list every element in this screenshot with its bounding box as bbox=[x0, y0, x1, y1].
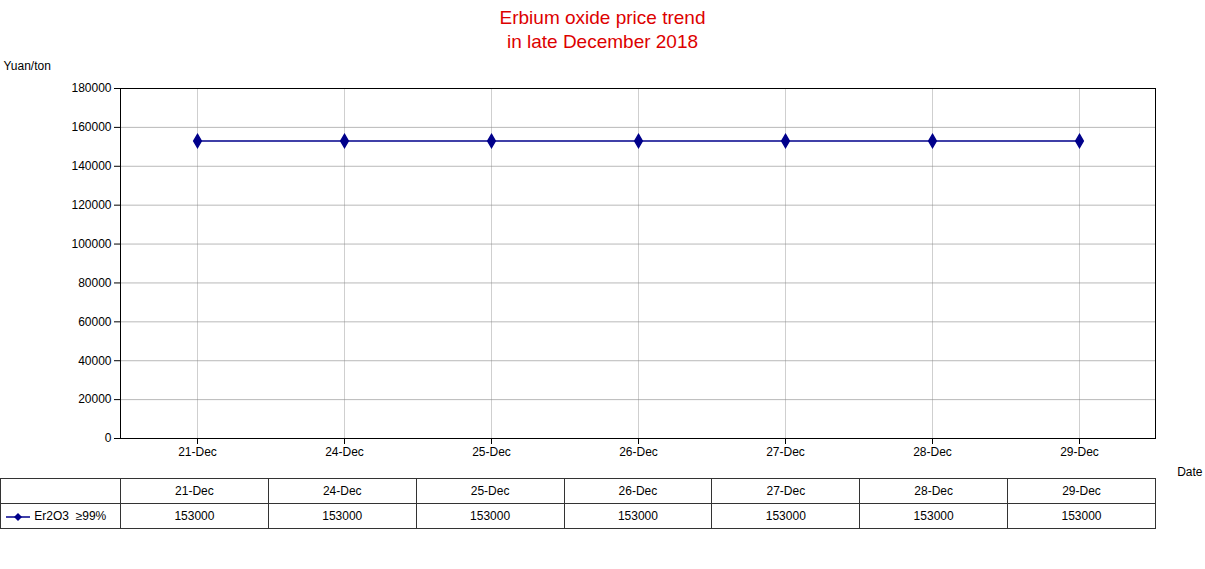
svg-text:180000: 180000 bbox=[71, 81, 111, 95]
svg-text:20000: 20000 bbox=[78, 392, 112, 406]
html-text:153000: 153000 bbox=[322, 509, 363, 523]
html-text:153000: 153000 bbox=[470, 509, 511, 523]
svg-text:140000: 140000 bbox=[71, 159, 111, 173]
svg-text:25-Dec: 25-Dec bbox=[472, 445, 511, 459]
html-text:153000: 153000 bbox=[174, 509, 215, 523]
svg-text:40000: 40000 bbox=[78, 354, 112, 368]
svg-text:21-Dec: 21-Dec bbox=[178, 445, 217, 459]
svg-text:80000: 80000 bbox=[78, 276, 112, 290]
svg-text:0: 0 bbox=[105, 431, 112, 445]
html-text:153000: 153000 bbox=[617, 509, 658, 523]
svg-text:28-Dec: 28-Dec bbox=[913, 445, 952, 459]
html-text:153000: 153000 bbox=[765, 509, 806, 523]
html-text:29-Dec: 29-Dec bbox=[1062, 484, 1101, 498]
svg-text:26-Dec: 26-Dec bbox=[619, 445, 658, 459]
html-text:24-Dec: 24-Dec bbox=[322, 484, 362, 498]
svg-text:29-Dec: 29-Dec bbox=[1060, 445, 1099, 459]
html-text:28-Dec: 28-Dec bbox=[914, 484, 953, 498]
html-text:Erbium oxide price trend: Erbium oxide price trend bbox=[499, 7, 706, 28]
html-text:27-Dec: 27-Dec bbox=[766, 484, 806, 498]
html-text:153000: 153000 bbox=[913, 509, 954, 523]
html-text:153000: 153000 bbox=[1061, 509, 1102, 523]
html-text:26-Dec: 26-Dec bbox=[618, 484, 658, 498]
svg-text:60000: 60000 bbox=[78, 315, 112, 329]
svg-text:27-Dec: 27-Dec bbox=[766, 445, 805, 459]
svg-text:160000: 160000 bbox=[71, 120, 111, 134]
svg-text:24-Dec: 24-Dec bbox=[325, 445, 364, 459]
svg-text:Date: Date bbox=[1177, 465, 1203, 479]
html-text:Er2O3 ≥99%: Er2O3 ≥99% bbox=[31, 509, 107, 523]
html-text:in late December 2018: in late December 2018 bbox=[506, 30, 699, 52]
html-text:21-Dec: 21-Dec bbox=[175, 484, 214, 498]
svg-text:120000: 120000 bbox=[71, 198, 111, 212]
html-text:25-Dec: 25-Dec bbox=[470, 484, 510, 498]
svg-text:Yuan/ton: Yuan/ton bbox=[4, 59, 51, 73]
svg-text:100000: 100000 bbox=[71, 237, 111, 251]
